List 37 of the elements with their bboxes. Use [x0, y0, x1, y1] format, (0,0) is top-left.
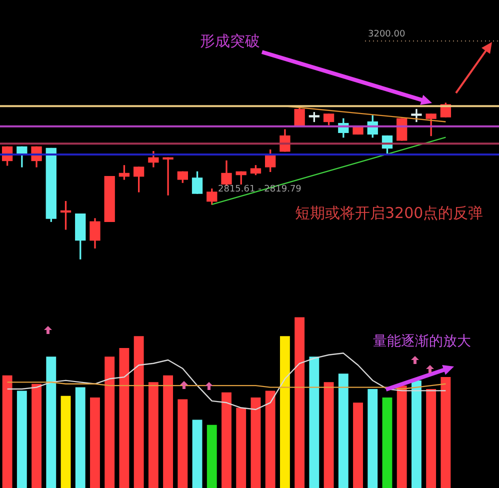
bar — [163, 375, 174, 488]
bar — [148, 382, 158, 488]
bar — [2, 375, 12, 488]
bar — [368, 389, 378, 488]
bar — [382, 398, 392, 488]
bar — [396, 386, 407, 488]
bar — [60, 396, 71, 488]
bar — [412, 380, 422, 488]
bar — [206, 424, 217, 488]
bar — [119, 348, 130, 488]
bar — [338, 374, 348, 488]
bar — [280, 336, 290, 488]
annotation: 2815.61 - 2819.79 — [218, 184, 302, 194]
bar — [324, 382, 334, 488]
annotation: 量能逐渐的放大 — [373, 334, 471, 350]
bar — [178, 399, 188, 488]
bar — [265, 390, 276, 488]
bar — [294, 317, 305, 488]
bar — [134, 336, 144, 488]
bar — [104, 356, 115, 488]
bar — [426, 389, 436, 488]
annotation: 短期或将开启3200点的反弹 — [295, 204, 484, 222]
candlestick — [162, 157, 174, 196]
bar — [16, 390, 27, 488]
bar — [236, 408, 246, 488]
bar — [192, 420, 202, 488]
bar — [353, 402, 363, 488]
bar — [440, 377, 451, 488]
bar — [46, 356, 56, 488]
bar — [32, 384, 42, 488]
text: 形成突破 — [200, 32, 260, 50]
bar — [250, 398, 261, 488]
bar — [309, 356, 320, 488]
bar — [90, 398, 100, 488]
bar — [222, 392, 232, 488]
text: 3200.00 — [368, 29, 406, 40]
bar — [75, 387, 86, 488]
